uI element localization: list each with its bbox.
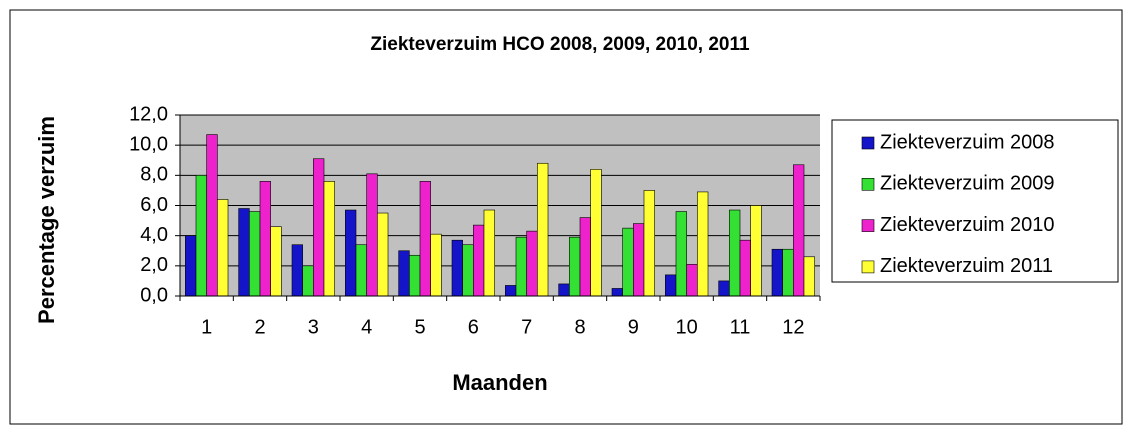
bar [195,175,207,297]
bar [291,244,303,297]
bar [483,209,495,297]
bar [270,226,282,297]
y-tick-label: 6,0 [140,194,168,216]
bar [675,211,687,297]
bar [398,250,410,297]
x-tick-label: 6 [468,316,479,338]
bar [462,244,474,297]
y-axis-label: Percentage verzuim [34,116,59,324]
legend-label: Ziekteverzuim 2010 [880,214,1055,236]
bar [750,205,762,297]
bar [665,274,677,297]
bar [633,223,645,297]
bar [302,265,314,297]
bar [217,199,229,297]
legend-swatch [861,260,875,274]
chart-title: Ziekteverzuim HCO 2008, 2009, 2010, 2011 [370,34,750,55]
bar [451,239,463,297]
bar [238,208,250,297]
x-tick-label: 12 [782,316,804,338]
bar [697,191,709,297]
bar [622,227,634,297]
bar [505,285,517,297]
bar [729,209,741,297]
bar [643,190,655,297]
bar [558,283,570,297]
x-tick-label: 5 [414,316,425,338]
x-tick-label: 1 [201,316,212,338]
x-tick-label: 4 [361,316,372,338]
bar [249,211,261,297]
bar [771,248,783,297]
bar [473,224,485,297]
bar [355,244,367,297]
bar [430,233,442,297]
x-tick-label: 9 [628,316,639,338]
y-tick-label: 8,0 [140,164,168,186]
x-tick-label: 7 [521,316,532,338]
bar [537,162,549,297]
bar [579,217,591,297]
bar [611,288,623,297]
legend-swatch [861,178,875,191]
bar [803,256,815,297]
bar [185,235,197,297]
x-tick-label: 2 [254,316,265,338]
bar [419,181,431,297]
x-tick-label: 10 [676,316,698,338]
y-tick-label: 12,0 [129,103,168,125]
legend-swatch [861,219,875,232]
y-tick-label: 0,0 [140,284,168,306]
bar [739,239,751,297]
x-tick-label: 8 [574,316,585,338]
x-tick-label: 3 [308,316,319,338]
bar [345,209,357,297]
bar [718,280,730,297]
legend-label: Ziekteverzuim 2009 [880,173,1055,195]
bar [206,134,218,297]
x-axis-label: Maanden [452,370,547,395]
y-tick-label: 4,0 [140,224,168,246]
bar [377,212,389,297]
y-tick-label: 2,0 [140,254,168,276]
bar [569,236,581,297]
bar [590,169,602,297]
y-tick-label: 10,0 [129,133,168,155]
legend-label: Ziekteverzuim 2011 [880,255,1053,277]
legend-box [831,119,1119,283]
bar [323,181,335,297]
bar [259,181,271,297]
x-tick-label: 11 [730,316,751,338]
bar [313,158,325,297]
bar [782,248,794,297]
legend-label: Ziekteverzuim 2008 [880,131,1055,153]
bar [515,236,527,297]
bar [526,230,538,297]
bar [686,264,698,297]
bar [793,164,805,297]
bar [409,254,421,297]
bar [366,173,378,297]
legend-swatch [861,136,875,150]
